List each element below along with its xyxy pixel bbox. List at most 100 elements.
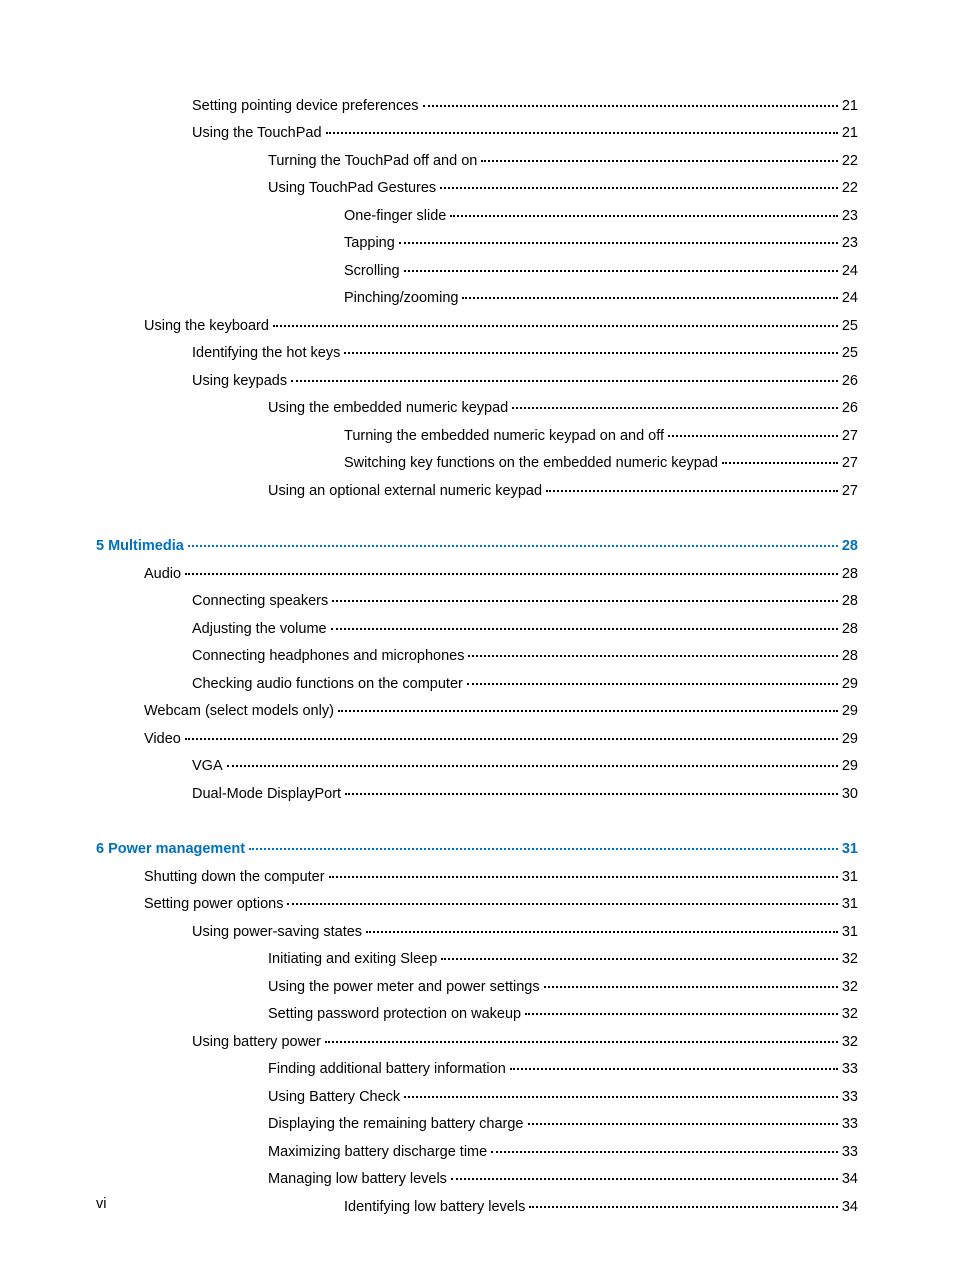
toc-entry-label: 5 Multimedia xyxy=(96,539,184,554)
toc-leader-dots xyxy=(450,205,838,220)
toc-leader-dots xyxy=(468,646,837,661)
toc-entry: Setting password protection on wakeup32 xyxy=(96,1004,858,1022)
toc-entry-label: Pinching/zooming xyxy=(344,291,458,306)
toc-entry-label: Checking audio functions on the computer xyxy=(192,677,463,692)
toc-entry-label: One-finger slide xyxy=(344,209,446,224)
toc-entry-page: 22 xyxy=(842,154,858,169)
toc-entry: Using keypads 26 xyxy=(96,370,858,388)
toc-entry-page: 25 xyxy=(842,346,858,361)
toc-entry-page: 33 xyxy=(842,1062,858,1077)
toc-entry-label: Tapping xyxy=(344,236,395,251)
toc-leader-dots xyxy=(366,921,838,936)
toc-entry: Switching key functions on the embedded … xyxy=(96,453,858,471)
toc-entry-label: Turning the TouchPad off and on xyxy=(268,154,477,169)
toc-entry-page: 31 xyxy=(842,870,858,885)
toc-entry-page: 23 xyxy=(842,209,858,224)
toc-entry-page: 30 xyxy=(842,787,858,802)
toc-gap xyxy=(96,811,858,839)
toc-entry-label: Audio xyxy=(144,567,181,582)
toc-entry-page: 22 xyxy=(842,181,858,196)
toc-leader-dots xyxy=(510,1059,838,1074)
page-number: vi xyxy=(96,1196,106,1212)
toc-leader-dots xyxy=(512,398,838,413)
toc-entry: Using TouchPad Gestures 22 xyxy=(96,178,858,196)
toc-entry-page: 31 xyxy=(842,897,858,912)
toc-entry: Connecting headphones and microphones 28 xyxy=(96,646,858,664)
toc-entry-page: 28 xyxy=(842,539,858,554)
toc-entry-page: 23 xyxy=(842,236,858,251)
toc-leader-dots xyxy=(399,233,838,248)
toc-entry-page: 25 xyxy=(842,319,858,334)
toc-leader-dots xyxy=(668,425,838,440)
toc-entry-label: Managing low battery levels xyxy=(268,1172,447,1187)
toc-entry: Finding additional battery information 33 xyxy=(96,1059,858,1077)
toc-leader-dots xyxy=(326,123,838,138)
toc-entry-label: Setting password protection on wakeup xyxy=(268,1007,521,1022)
toc-leader-dots xyxy=(344,343,838,358)
toc-entry-page: 26 xyxy=(842,401,858,416)
toc-leader-dots xyxy=(722,453,838,468)
document-page: Setting pointing device preferences21 Usi… xyxy=(0,0,954,1270)
toc-leader-dots xyxy=(329,866,838,881)
toc-entry-label: Using the power meter and power settings xyxy=(268,980,540,995)
toc-leader-dots xyxy=(481,150,838,165)
toc-entry-page: 28 xyxy=(842,567,858,582)
toc-leader-dots xyxy=(528,1114,838,1129)
toc-entry: Tapping 23 xyxy=(96,233,858,251)
toc-leader-dots xyxy=(441,949,838,964)
toc-entry: Shutting down the computer 31 xyxy=(96,866,858,884)
toc-entry-label: Shutting down the computer xyxy=(144,870,325,885)
toc-leader-dots xyxy=(338,701,838,716)
toc-entry: Pinching/zooming24 xyxy=(96,288,858,306)
toc-gap xyxy=(96,508,858,536)
toc-entry: Scrolling24 xyxy=(96,260,858,278)
toc-chapter-entry[interactable]: 5 Multimedia 28 xyxy=(96,536,858,554)
toc-entry: Using an optional external numeric keypa… xyxy=(96,480,858,498)
toc-entry: Using the embedded numeric keypad 26 xyxy=(96,398,858,416)
toc-entry-label: VGA xyxy=(192,759,223,774)
toc-entry-page: 33 xyxy=(842,1145,858,1160)
toc-entry-label: Dual-Mode DisplayPort xyxy=(192,787,341,802)
toc-leader-dots xyxy=(249,839,838,854)
toc-entry-label: Displaying the remaining battery charge xyxy=(268,1117,524,1132)
toc-entry-label: Using battery power xyxy=(192,1035,321,1050)
toc-entry-page: 29 xyxy=(842,732,858,747)
toc-entry-page: 34 xyxy=(842,1172,858,1187)
toc-chapter-entry[interactable]: 6 Power management31 xyxy=(96,839,858,857)
toc-entry: Setting pointing device preferences21 xyxy=(96,95,858,113)
toc-entry: Using Battery Check33 xyxy=(96,1086,858,1104)
toc-leader-dots xyxy=(451,1169,838,1184)
toc-entry-page: 27 xyxy=(842,456,858,471)
toc-entry-label: Using the keyboard xyxy=(144,319,269,334)
toc-leader-dots xyxy=(467,673,838,688)
toc-entry: VGA29 xyxy=(96,756,858,774)
toc-entry-label: Connecting speakers xyxy=(192,594,328,609)
toc-entry-label: Finding additional battery information xyxy=(268,1062,506,1077)
toc-entry-page: 32 xyxy=(842,1035,858,1050)
toc-entry-page: 33 xyxy=(842,1090,858,1105)
toc-leader-dots xyxy=(188,536,838,551)
toc-entry-page: 21 xyxy=(842,99,858,114)
toc-entry-label: Video xyxy=(144,732,181,747)
toc-entry-label: Using TouchPad Gestures xyxy=(268,181,436,196)
toc-entry-label: Connecting headphones and microphones xyxy=(192,649,464,664)
toc-entry: One-finger slide 23 xyxy=(96,205,858,223)
toc-entry: Using the keyboard 25 xyxy=(96,315,858,333)
toc-entry-label: Using the embedded numeric keypad xyxy=(268,401,508,416)
toc-entry-label: Using keypads xyxy=(192,374,287,389)
toc-entry-page: 28 xyxy=(842,594,858,609)
toc-entry-page: 34 xyxy=(842,1200,858,1215)
toc-entry-page: 29 xyxy=(842,677,858,692)
toc-entry: Identifying low battery levels34 xyxy=(96,1196,858,1214)
toc-entry-page: 28 xyxy=(842,649,858,664)
toc-leader-dots xyxy=(404,260,838,275)
toc-entry-page: 26 xyxy=(842,374,858,389)
toc-leader-dots xyxy=(404,1086,838,1101)
toc-entry: Identifying the hot keys 25 xyxy=(96,343,858,361)
toc-entry: Setting power options31 xyxy=(96,894,858,912)
toc-leader-dots xyxy=(544,976,838,991)
toc-entry: Using the power meter and power settings… xyxy=(96,976,858,994)
toc-leader-dots xyxy=(345,783,838,798)
toc-entry-label: Identifying the hot keys xyxy=(192,346,340,361)
toc-leader-dots xyxy=(525,1004,838,1019)
